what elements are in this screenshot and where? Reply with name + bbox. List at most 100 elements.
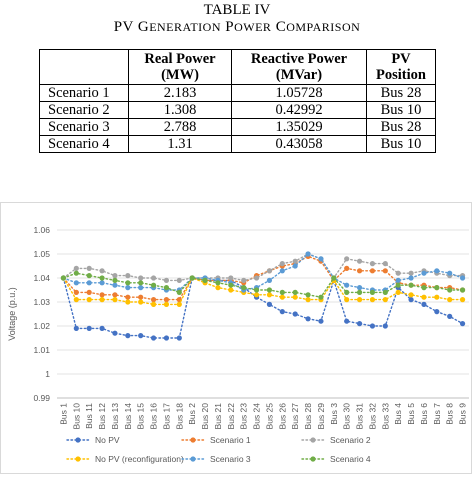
y-tick-label: 1.04 xyxy=(33,273,50,283)
data-point xyxy=(99,280,105,286)
data-point xyxy=(228,287,234,293)
data-point xyxy=(138,294,144,300)
pv-position-cell: Bus 28 xyxy=(366,84,436,102)
x-tick-label: Bus 27 xyxy=(290,403,300,430)
data-point xyxy=(125,273,131,279)
series-line xyxy=(62,253,464,282)
real-power-cell: 2.788 xyxy=(128,118,232,136)
data-point xyxy=(125,333,131,339)
data-point xyxy=(215,285,221,291)
data-point xyxy=(73,289,79,295)
data-point xyxy=(73,325,79,331)
caption-word-rest: ENERATION xyxy=(149,20,222,34)
reactive-power-cell: 1.35029 xyxy=(231,118,367,136)
y-tick-label: 1.03 xyxy=(33,297,50,307)
data-point xyxy=(112,277,118,283)
data-point xyxy=(163,297,170,303)
series-4 xyxy=(60,251,466,293)
data-point xyxy=(86,297,92,303)
data-point xyxy=(356,321,363,327)
x-tick-label: Bus 6 xyxy=(419,403,429,425)
data-point xyxy=(434,294,440,300)
data-point xyxy=(99,275,105,281)
table-row: Scenario 3 2.788 1.35029 Bus 28 xyxy=(39,118,436,136)
header-pv-position: PV Position xyxy=(366,49,436,85)
data-point xyxy=(73,297,79,303)
header-cell-empty xyxy=(39,49,129,85)
data-point xyxy=(344,265,350,271)
data-point xyxy=(279,268,285,274)
series-5 xyxy=(60,270,466,300)
pv-position-cell: Bus 28 xyxy=(366,118,436,136)
data-point xyxy=(421,285,427,291)
data-point xyxy=(434,285,440,291)
x-tick-label: Bus 9 xyxy=(458,403,468,425)
legend-label: Scenario 1 xyxy=(210,435,251,445)
data-point xyxy=(266,268,273,274)
x-tick-label: Bus 20 xyxy=(200,403,210,430)
data-point xyxy=(356,297,363,303)
data-point xyxy=(228,282,234,288)
data-point xyxy=(305,316,311,322)
data-point xyxy=(150,335,157,341)
data-point xyxy=(125,285,131,291)
y-tick-label: 1.01 xyxy=(33,345,50,355)
x-tick-label: Bus 23 xyxy=(239,403,249,430)
data-point xyxy=(421,301,427,307)
x-tick-label: Bus 26 xyxy=(277,403,287,430)
legend-marker xyxy=(310,437,316,443)
voltage-line-chart: 0.99 1 1.01 1.02 1.03 1.04 1.05 1.06 Voltage (p.… xyxy=(7,225,469,464)
legend-entry: Scenario 2 xyxy=(301,435,371,445)
data-point xyxy=(86,289,92,295)
data-point xyxy=(86,325,92,331)
real-power-cell: 2.183 xyxy=(128,84,232,102)
data-point xyxy=(253,275,260,281)
data-point xyxy=(382,323,388,329)
table-number: TABLE IV xyxy=(203,2,271,18)
legend-marker xyxy=(75,437,81,443)
table-caption: PV GENERATION POWER COMPARISON xyxy=(0,19,474,36)
data-point xyxy=(318,256,324,262)
data-point xyxy=(382,297,388,303)
legend-label: No PV xyxy=(95,435,120,445)
x-tick-label: Bus 32 xyxy=(367,403,377,430)
x-tick-label: Bus 14 xyxy=(123,403,133,430)
x-tick-label: Bus 30 xyxy=(342,403,352,430)
x-tick-label: Bus 4 xyxy=(393,403,403,425)
x-tick-label: Bus 16 xyxy=(149,403,159,430)
data-point xyxy=(176,277,182,283)
legend-entry: Scenario 3 xyxy=(181,454,251,464)
data-point xyxy=(395,289,401,295)
data-point xyxy=(86,273,92,279)
data-point xyxy=(138,299,144,305)
data-point xyxy=(369,261,376,267)
data-point xyxy=(73,265,79,271)
data-point xyxy=(434,309,440,315)
x-tick-label: Bus 12 xyxy=(97,403,107,430)
voltage-chart-frame: 0.99 1 1.01 1.02 1.03 1.04 1.05 1.06 Voltage (p.… xyxy=(0,202,472,474)
data-point xyxy=(253,287,260,293)
data-point xyxy=(395,277,401,283)
scenario-cell: Scenario 2 xyxy=(39,101,129,119)
data-point xyxy=(150,282,157,288)
x-tick-label: Bus 22 xyxy=(226,403,236,430)
table-row: Scenario 2 1.308 0.42992 Bus 10 xyxy=(39,101,436,119)
data-point xyxy=(266,277,273,283)
data-point xyxy=(408,270,414,276)
legend-label: No PV (reconfiguration) xyxy=(95,454,184,464)
caption-word-cap: P xyxy=(225,19,235,35)
reactive-power-cell: 0.43058 xyxy=(231,135,367,153)
y-tick-label: 1 xyxy=(45,369,50,379)
pv-comparison-table: Real Power (MW) Reactive Power (MVar) PV Po… xyxy=(39,49,436,153)
data-point xyxy=(356,258,363,264)
data-point xyxy=(202,277,208,283)
data-point xyxy=(369,323,376,329)
data-point xyxy=(447,297,453,303)
data-point xyxy=(331,275,337,281)
data-point xyxy=(266,287,273,293)
real-power-cell: 1.308 xyxy=(128,101,232,119)
x-tick-label: Bus 17 xyxy=(161,403,171,430)
table-row: Scenario 1 2.183 1.05728 Bus 28 xyxy=(39,84,436,102)
data-point xyxy=(279,289,285,295)
x-tick-label: Bus 7 xyxy=(432,403,442,425)
